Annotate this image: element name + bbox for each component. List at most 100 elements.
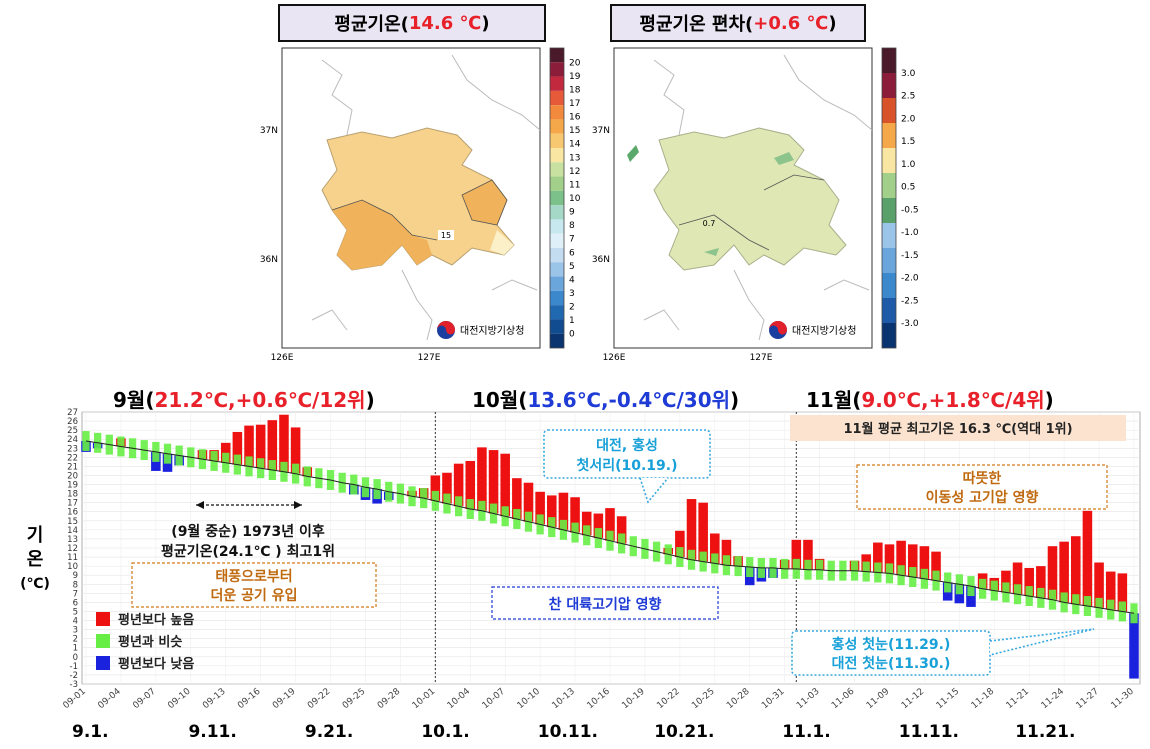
y-tick-label: 19 [67, 481, 78, 491]
y-tick-label: 17 [67, 499, 78, 509]
deviation-bar [477, 447, 487, 511]
deviation-bar [873, 542, 883, 573]
cb2-swatch [882, 223, 896, 248]
cb1-swatch [550, 248, 564, 263]
x-tick-label: 10-07 [481, 687, 507, 711]
warm-high-text-1: 따뜻한 [963, 471, 1002, 487]
deviation-bar [1024, 567, 1034, 597]
snow-callout-tail [989, 628, 1095, 656]
x-tick-label: 10-01 [411, 687, 437, 711]
mid-sept-text-1: (9월 중순) 1973년 이후 [171, 523, 325, 540]
cb1-swatch [550, 290, 564, 306]
cb2-swatch [882, 123, 896, 148]
deviation-bar [1012, 562, 1023, 595]
cb1-swatch [550, 119, 564, 134]
cb1-label: 7 [569, 235, 575, 245]
map2-title-prefix: 평균기온 편차( [639, 14, 754, 35]
deviation-bar [686, 499, 697, 560]
map1-title-value: 14.6 ℃ [408, 12, 482, 34]
legend-swatch [96, 634, 110, 648]
y-axis-title: 기 온 (℃) [20, 524, 50, 596]
month-oct-close: ) [730, 388, 740, 412]
warm-high-text-2: 이동성 고기압 영향 [926, 489, 1039, 506]
map2-lon-126: 126E [603, 353, 626, 363]
deviation-bar [710, 533, 720, 564]
deviation-bar [907, 544, 918, 578]
x-tick-label: 10-22 [655, 687, 681, 711]
cb2-swatch [882, 148, 896, 173]
cb1-swatch [550, 176, 564, 191]
cb2-label: -2.0 [901, 274, 919, 284]
frost-callout [543, 429, 711, 479]
deviation-bar [919, 546, 930, 579]
x-tick-label: 10-13 [551, 687, 577, 711]
legend-swatch [96, 612, 110, 626]
map2-patch-2 [627, 145, 639, 162]
map2-title-suffix: ) [828, 12, 837, 34]
y-axis-title-3: (℃) [20, 576, 50, 592]
x-tick-label: 11-24 [1040, 686, 1067, 711]
deviation-bar [1117, 573, 1128, 612]
month-sep-header: 9월(21.2℃,+0.6℃/12위) [113, 384, 375, 413]
deviation-bar [570, 497, 580, 533]
deviation-bar [931, 551, 941, 581]
deviation-bar [267, 420, 278, 471]
cb1-label: 3 [569, 289, 575, 299]
cb1-swatch [550, 90, 564, 106]
cb1-label: 14 [569, 140, 581, 150]
typhoon-text-2: 더운 공기 유입 [210, 588, 297, 604]
cb1-label: 18 [569, 85, 581, 95]
y-axis-title-1: 기 [26, 525, 44, 546]
cb1-label: 8 [569, 221, 575, 231]
y-tick-label: 21 [67, 462, 78, 472]
temperature-chart: -3-2-10123456789101112131415161718192021… [61, 408, 1141, 711]
y-tick-label: 14 [67, 526, 78, 536]
map1-title-prefix: 평균기온( [334, 14, 409, 35]
x-tick-label: 10-19 [620, 686, 647, 711]
map1-contour [331, 199, 438, 241]
cb1-label: 6 [569, 248, 575, 258]
cb1-label: 20 [569, 58, 581, 68]
deviation-bar [547, 495, 557, 528]
nov-record-box [790, 415, 1126, 441]
map1-panel: 15 37N 36N 126E 127E 대전지방기상청 20191817161… [260, 47, 581, 363]
y-tick-label: 2 [73, 635, 78, 645]
y-tick-label: 16 [67, 508, 78, 518]
y-tick-label: 13 [67, 535, 78, 545]
cb1-label: 9 [569, 208, 575, 218]
x-tick-label: 10-31 [760, 687, 786, 711]
bottom-date-label: 10.21. [654, 722, 715, 742]
month-nov-stats: 9.0℃,+1.8℃/4위 [861, 388, 1045, 412]
month-sep-open: ( [145, 388, 155, 412]
deviation-bar [535, 491, 545, 525]
deviation-bar [512, 478, 522, 519]
y-tick-label: 27 [67, 408, 78, 418]
x-tick-label: 11-30 [1109, 686, 1136, 711]
y-tick-label: 8 [73, 580, 78, 590]
cb1-label: 5 [569, 262, 575, 272]
deviation-bar [1082, 510, 1093, 607]
cb2-label: -1.5 [901, 251, 919, 261]
map1-lon-126: 126E [271, 353, 294, 363]
deviation-bar [1071, 536, 1081, 605]
deviation-bar [430, 475, 441, 501]
map2-lat-36: 36N [592, 255, 610, 265]
deviation-bar [593, 513, 604, 539]
y-tick-label: -2 [70, 671, 78, 681]
x-tick-label: 09-07 [131, 687, 157, 711]
bottom-date-label: 11.1. [782, 722, 831, 742]
deviation-bar [488, 450, 499, 514]
deviation-bar [1047, 546, 1058, 600]
warm-high-box [856, 464, 1108, 510]
y-tick-label: 22 [67, 453, 78, 463]
cb1-swatch [550, 48, 564, 63]
deviation-bar [1105, 571, 1116, 610]
cb1-swatch [550, 205, 564, 220]
deviation-bar [523, 482, 534, 522]
cb2-label: -3.0 [901, 319, 919, 329]
y-axis-title-2: 온 [26, 549, 44, 570]
cb1-label: 17 [569, 99, 580, 109]
deviation-bar [290, 427, 301, 474]
deviation-bar [966, 586, 976, 607]
cb1-swatch [550, 148, 564, 163]
